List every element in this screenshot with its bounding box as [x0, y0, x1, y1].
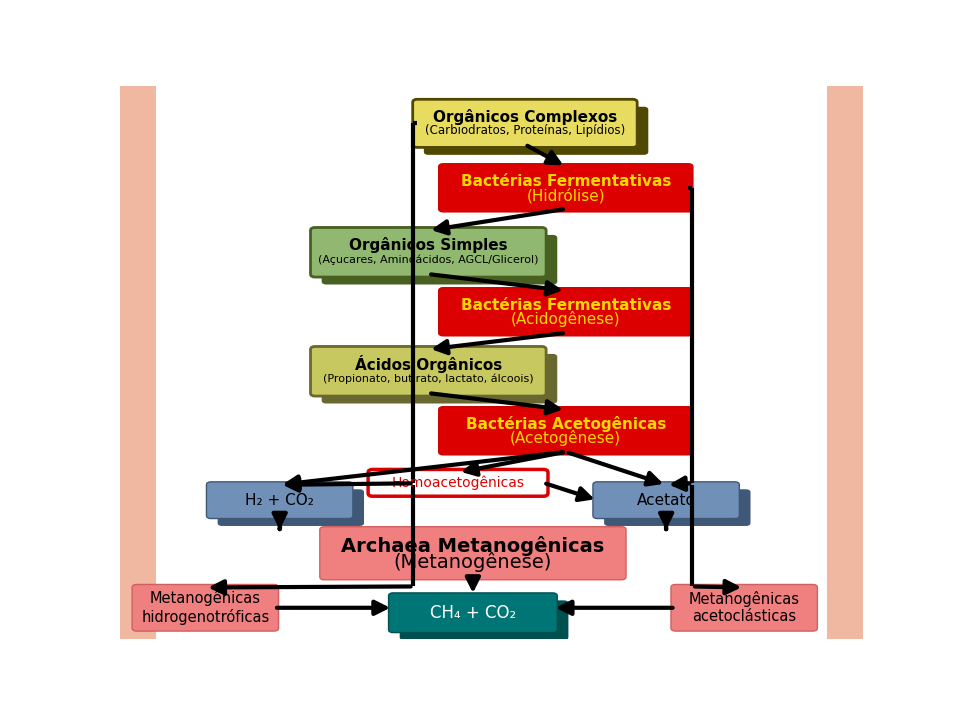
Text: (Carbiodratos, Proteínas, Lipídios): (Carbiodratos, Proteínas, Lipídios)	[425, 124, 625, 137]
FancyBboxPatch shape	[593, 482, 739, 518]
FancyBboxPatch shape	[311, 228, 546, 277]
Text: CH₄ + CO₂: CH₄ + CO₂	[430, 604, 516, 622]
FancyBboxPatch shape	[368, 470, 548, 496]
FancyBboxPatch shape	[438, 406, 693, 454]
Text: Bactérias Acetogênicas: Bactérias Acetogênicas	[466, 416, 666, 432]
Text: Orgânicos Simples: Orgânicos Simples	[349, 237, 507, 253]
Bar	[120, 86, 155, 639]
FancyBboxPatch shape	[438, 288, 693, 336]
Text: Ácidos Orgânicos: Ácidos Orgânicos	[355, 355, 502, 373]
Text: Bactérias Fermentativas: Bactérias Fermentativas	[460, 174, 671, 189]
Text: Bactérias Fermentativas: Bactérias Fermentativas	[460, 297, 671, 312]
FancyBboxPatch shape	[438, 164, 693, 212]
FancyBboxPatch shape	[388, 593, 557, 633]
Bar	[828, 86, 863, 639]
Text: Metanogênicas
acetoclásticas: Metanogênicas acetoclásticas	[689, 591, 800, 625]
Text: (Propionato, butirato, lactato, álcoois): (Propionato, butirato, lactato, álcoois)	[323, 374, 533, 384]
Text: (Acetogênese): (Acetogênese)	[510, 430, 621, 447]
FancyBboxPatch shape	[400, 600, 569, 640]
FancyBboxPatch shape	[218, 489, 364, 526]
Text: Homoacetogênicas: Homoacetogênicas	[391, 475, 525, 490]
FancyBboxPatch shape	[424, 107, 648, 155]
FancyBboxPatch shape	[206, 482, 353, 518]
FancyBboxPatch shape	[604, 489, 751, 526]
FancyBboxPatch shape	[321, 354, 557, 404]
Text: H₂ + CO₂: H₂ + CO₂	[246, 493, 315, 508]
FancyBboxPatch shape	[311, 347, 546, 396]
Text: (Hidrólise): (Hidrólise)	[526, 187, 605, 203]
Text: Metanogênicas
hidrogenotróficas: Metanogênicas hidrogenotróficas	[141, 590, 269, 625]
FancyBboxPatch shape	[132, 584, 278, 631]
Text: (Metanogênese): (Metanogênese)	[394, 551, 552, 572]
Text: Acetato: Acetato	[637, 493, 695, 508]
FancyBboxPatch shape	[671, 584, 817, 631]
Text: Orgânicos Complexos: Orgânicos Complexos	[433, 108, 617, 125]
Text: (Açucares, Aminoácidos, AGCL/Glicerol): (Açucares, Aminoácidos, AGCL/Glicerol)	[318, 255, 539, 266]
Text: Archaea Metanogênicas: Archaea Metanogênicas	[341, 536, 604, 556]
FancyBboxPatch shape	[321, 235, 557, 284]
Text: (Acidogênese): (Acidogênese)	[511, 312, 620, 327]
FancyBboxPatch shape	[319, 527, 626, 579]
FancyBboxPatch shape	[412, 99, 637, 147]
